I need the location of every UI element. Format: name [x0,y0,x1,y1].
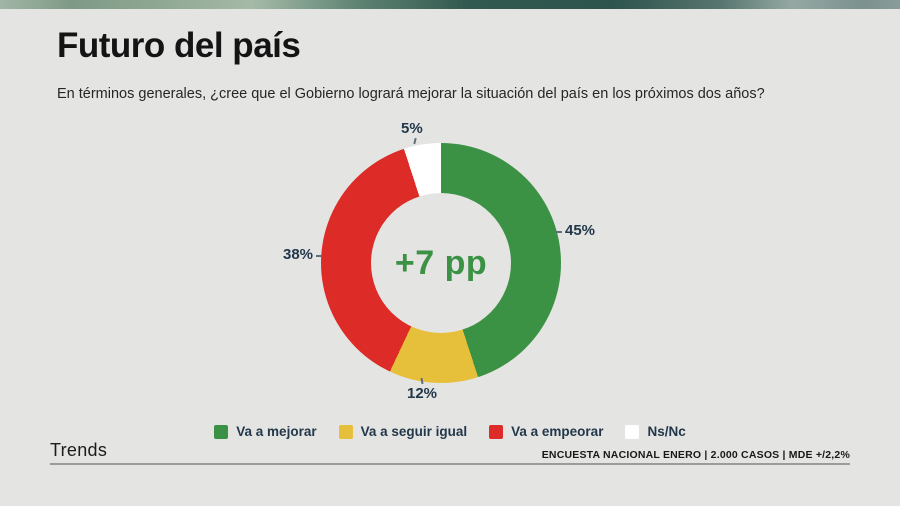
legend-label: Ns/Nc [647,424,686,439]
data-label-va-a-seguir-igual: 12% [407,385,438,402]
donut-chart: +7 pp [321,143,561,383]
legend-swatch-yellow [338,424,353,439]
survey-question: En términos generales, ¿cree que el Gobi… [57,86,765,102]
donut-hole: +7 pp [371,193,511,333]
brand-logo-trends: Trends [50,440,108,460]
page-title: Futuro del país [57,26,301,65]
legend-swatch-green [214,424,229,439]
legend-item-va-a-seguir-igual: Va a seguir igual [338,424,468,439]
survey-source-note: ENCUESTA NACIONAL ENERO | 2.000 CASOS | … [541,449,850,461]
legend-swatch-white [625,424,640,439]
legend-item-va-a-empeorar: Va a empeorar [489,424,603,439]
data-label-ns-nc: 5% [401,120,423,137]
donut-center-value: +7 pp [394,243,488,282]
legend-label: Va a seguir igual [360,424,468,439]
legend-item-ns-nc: Ns/Nc [625,424,686,439]
chart-legend: Va a mejorar Va a seguir igual Va a empe… [0,424,900,439]
data-label-va-a-mejorar: 45% [555,222,596,239]
legend-label: Va a mejorar [236,424,317,439]
legend-label: Va a empeorar [511,424,604,439]
footer-divider [50,463,850,465]
legend-item-va-a-mejorar: Va a mejorar [214,424,317,439]
decorative-gradient-bar [0,0,900,9]
data-label-va-a-empeorar: 38% [283,246,323,263]
legend-swatch-red [489,424,504,439]
